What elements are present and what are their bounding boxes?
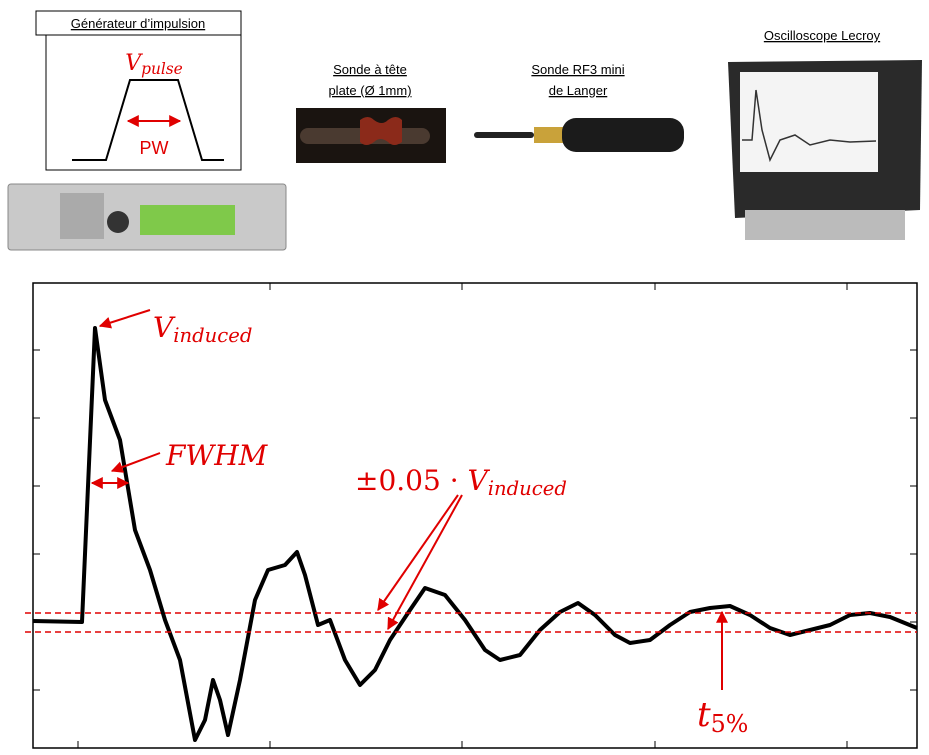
plot-frame: [32, 282, 918, 749]
generator-title: Générateur d’impulsion: [71, 16, 205, 31]
probe-collar: [534, 127, 564, 143]
oscilloscope-base: [745, 210, 905, 240]
peak-main: V: [153, 311, 176, 344]
oscilloscope-title: Oscilloscope Lecroy: [764, 28, 881, 43]
keypad: [60, 193, 104, 239]
probe-label: Sonde à tête: [333, 62, 407, 77]
threshold-prefix: ±0.05 ·: [355, 464, 468, 497]
settle-sub: 5%: [711, 710, 749, 738]
pw-label: PW: [140, 138, 169, 158]
display: [140, 205, 235, 235]
peak-sub: induced: [173, 324, 252, 347]
pulse-box: [45, 34, 242, 171]
probe-label: Sonde RF3 mini: [531, 62, 624, 77]
knob: [107, 211, 129, 233]
probe-coil: [360, 117, 402, 145]
probe-label: de Langer: [549, 83, 608, 98]
ticks: [33, 283, 917, 748]
oscilloscope-screen: [740, 72, 878, 172]
probe-tip: [474, 132, 534, 138]
pulse-shape: [72, 79, 224, 161]
settle-main: t: [697, 695, 711, 735]
fwhm-arrow: [110, 452, 161, 473]
probe-handle: [562, 118, 684, 152]
threshold-main: V: [468, 464, 491, 497]
settle-label: t5%: [697, 695, 748, 738]
threshold-arrow: [377, 494, 459, 611]
threshold-arrow: [387, 494, 463, 631]
threshold-sub: induced: [488, 477, 567, 500]
pulse-label: Vpulse: [125, 51, 183, 78]
peak-label: Vinduced: [153, 311, 252, 347]
screen-trace: [742, 89, 877, 163]
pulse-main: V: [125, 51, 143, 76]
threshold-label: ±0.05 · Vinduced: [355, 464, 567, 500]
peak-arrow: [98, 309, 151, 329]
fwhm-label: FWHM: [165, 439, 269, 472]
pulse-sub: pulse: [141, 60, 183, 78]
waveform: [32, 326, 918, 742]
probe-label: plate (Ø 1mm): [328, 83, 411, 98]
